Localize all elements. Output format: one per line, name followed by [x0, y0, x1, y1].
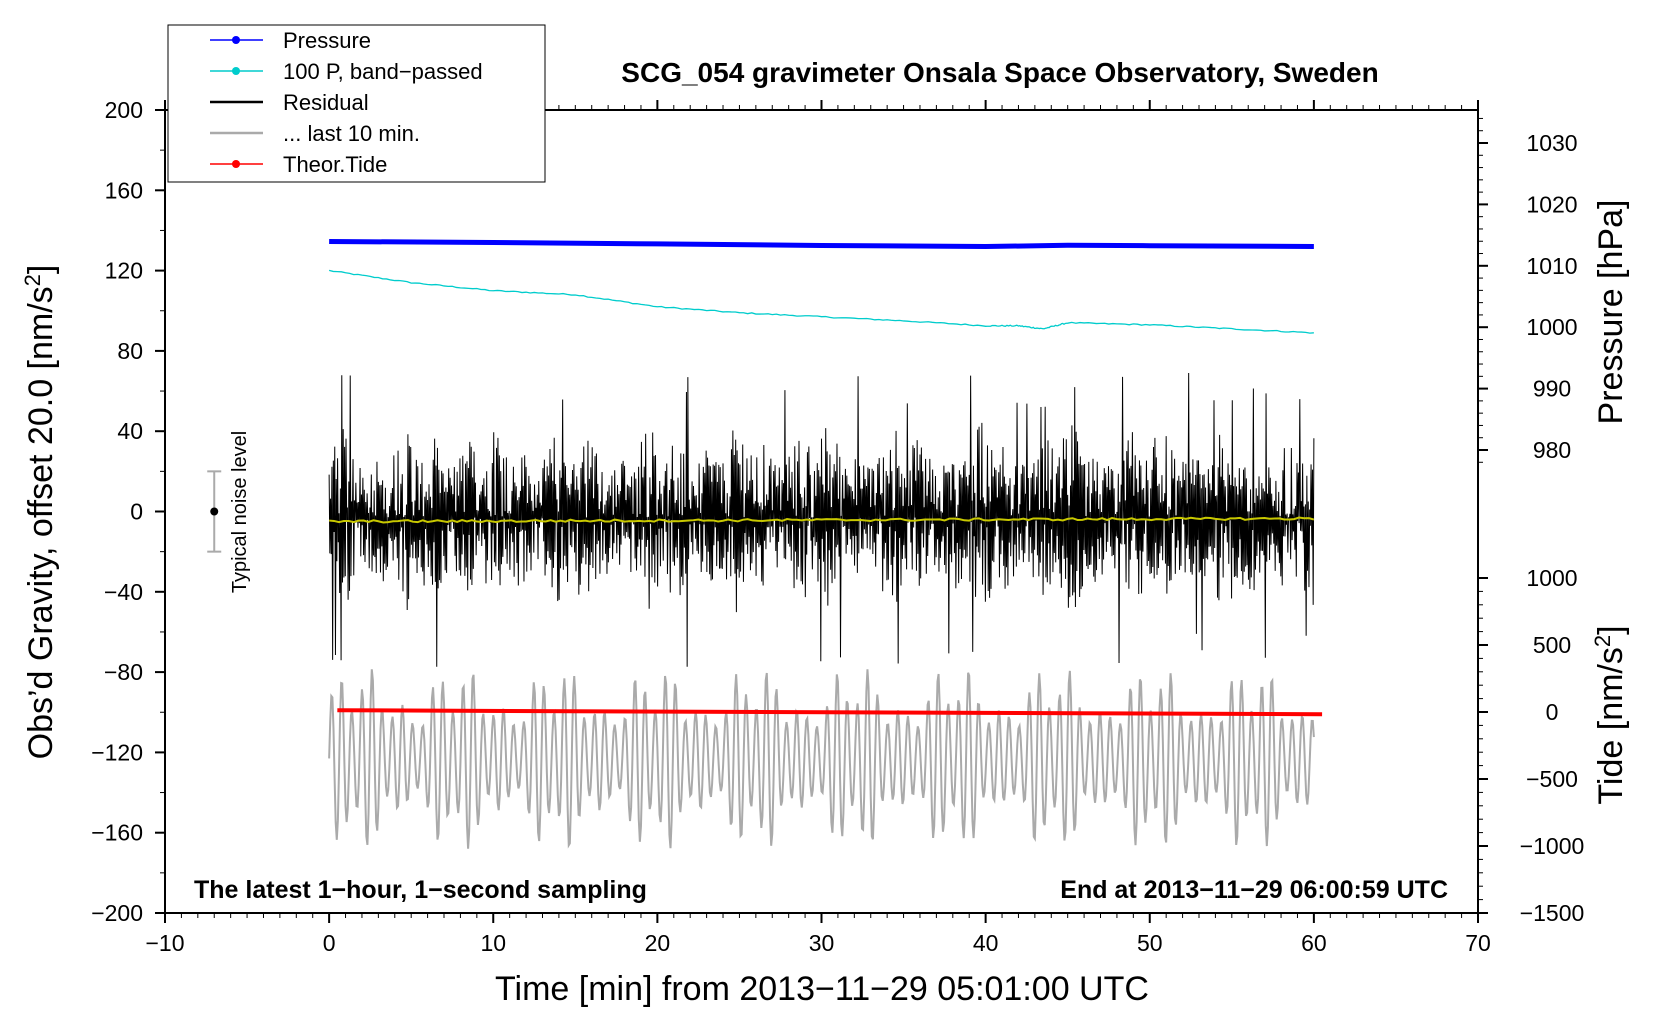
legend-marker	[232, 36, 240, 44]
x-tick-label: 40	[973, 930, 999, 956]
tide-tick-label: −1000	[1520, 833, 1585, 859]
pressure-tick-label: 1010	[1526, 253, 1577, 279]
y-axis-label-left: Obs’d Gravity, offset 20.0 [nm/s2]	[20, 265, 60, 760]
tide-tick-label: 1000	[1526, 565, 1577, 591]
series-layer	[328, 238, 1323, 849]
legend-label: Pressure	[283, 28, 371, 53]
noise-level-label: Typical noise level	[229, 431, 251, 593]
pressure-tick-label: 1030	[1526, 130, 1577, 156]
series-residual	[328, 372, 1315, 667]
x-tick-label: 50	[1137, 930, 1163, 956]
tide-tick-label: −500	[1526, 766, 1578, 792]
y-axis-label-pressure: Pressure [hPa]	[1592, 200, 1630, 425]
y-tick-label: 80	[117, 338, 143, 364]
pressure-tick-label: 980	[1533, 437, 1571, 463]
series-last-10-min	[328, 669, 1315, 849]
y-axis-label-tide-main: Tide [nm/s	[1592, 647, 1630, 804]
y-tick-label: −160	[91, 820, 143, 846]
noise-dot	[210, 507, 219, 516]
y-tick-label: 120	[105, 258, 143, 284]
y-axis-label-left-main: Obs’d Gravity, offset 20.0 [nm/s	[22, 286, 60, 759]
y-axis-label-tide-sup: 2	[1590, 635, 1615, 647]
pressure-tick-label: 990	[1533, 376, 1571, 402]
series-pressure	[329, 238, 1314, 250]
tide-tick-label: −1500	[1520, 900, 1585, 926]
x-tick-label: −10	[145, 930, 184, 956]
legend-marker	[232, 160, 240, 168]
series-theor-tide	[337, 708, 1323, 717]
y-tick-label: 200	[105, 97, 143, 123]
series-pressure-bandpassed	[328, 269, 1314, 334]
legend-label: 100 P, band−passed	[283, 59, 483, 84]
legend-marker	[232, 67, 240, 75]
y-tick-label: 40	[117, 418, 143, 444]
legend-label: ... last 10 min.	[283, 121, 420, 146]
legend-box	[167, 24, 546, 183]
x-tick-label: 10	[480, 930, 506, 956]
pressure-tick-label: 1000	[1526, 314, 1577, 340]
y-tick-label: −80	[104, 659, 143, 685]
y-tick-label: 0	[130, 499, 143, 525]
y-tick-label: −40	[104, 579, 143, 605]
legend: Pressure 100 P, band−passed Residual ... la…	[167, 24, 546, 183]
tide-tick-label: 500	[1533, 632, 1571, 658]
x-tick-label: 20	[645, 930, 671, 956]
pressure-tick-label: 1020	[1526, 191, 1577, 217]
x-tick-label: 60	[1301, 930, 1327, 956]
y-axis-label-left-end: ]	[22, 265, 60, 274]
axis-ticks: −10 0 10 20 30 40 50 60 7020016012080400−40−80−1…	[91, 97, 1584, 956]
legend-label: Residual	[283, 90, 369, 115]
tide-tick-label: 0	[1546, 699, 1559, 725]
chart-title: SCG_054 gravimeter Onsala Space Observat…	[621, 57, 1378, 88]
y-axis-label-tide-end: ]	[1592, 625, 1630, 634]
footer-left-note: The latest 1−hour, 1−second sampling	[194, 876, 647, 904]
x-tick-label: 30	[809, 930, 835, 956]
x-tick-label: 0	[323, 930, 336, 956]
series-residual-mean	[329, 516, 1315, 524]
noise-level-indicator	[207, 470, 222, 553]
y-tick-label: −120	[91, 739, 143, 765]
y-axis-label-left-sup: 2	[20, 274, 45, 286]
x-tick-label: 70	[1465, 930, 1491, 956]
legend-label: Theor.Tide	[283, 152, 387, 177]
y-axis-label-tide: Tide [nm/s2]	[1590, 625, 1630, 804]
footer-right-note: End at 2013−11−29 06:00:59 UTC	[1060, 876, 1448, 904]
y-tick-label: 160	[105, 177, 143, 203]
x-axis-label: Time [min] from 2013−11−29 05:01:00 UTC	[495, 970, 1149, 1008]
y-tick-label: −200	[91, 900, 143, 926]
